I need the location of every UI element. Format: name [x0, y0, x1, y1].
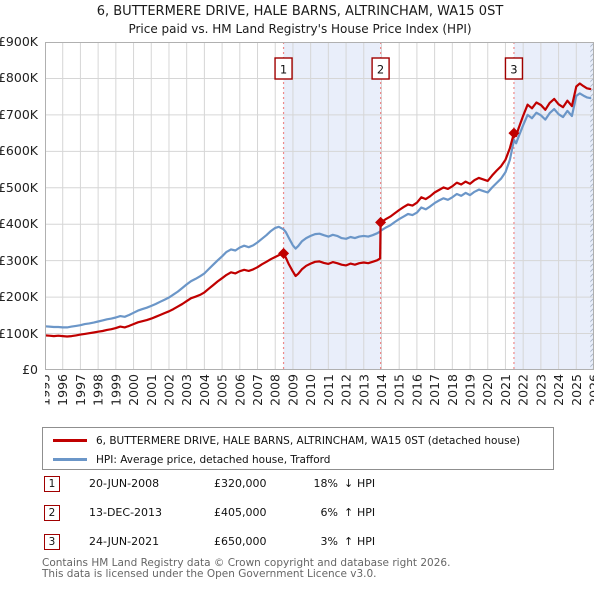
- y-tick-label: £600K: [0, 143, 38, 159]
- y-tick-label: £200K: [0, 289, 38, 305]
- x-tick-label: 2012: [339, 374, 354, 406]
- x-tick-label: 2017: [427, 374, 442, 406]
- transaction-3-date: 24-JUN-2021: [89, 535, 160, 548]
- x-tick-label: 2000: [126, 374, 141, 406]
- x-tick-label: 2024: [551, 374, 566, 406]
- sale-number-label: 3: [510, 63, 517, 77]
- x-tick-label: 2015: [392, 374, 407, 406]
- x-tick-label: 2003: [179, 374, 194, 406]
- transaction-2-percent: 6%: [320, 506, 338, 519]
- transaction-1-marker: 1: [44, 476, 60, 492]
- hpi-line: [43, 92, 592, 329]
- x-tick-label: 2006: [232, 374, 247, 406]
- x-tick-label: 2019: [463, 374, 478, 406]
- sale-point-diamond: [375, 216, 387, 228]
- transaction-3-marker: 3: [44, 534, 60, 550]
- legend-item-property: 6, BUTTERMERE DRIVE, HALE BARNS, ALTRINC…: [53, 431, 553, 450]
- x-tick-label: 2022: [516, 374, 531, 406]
- footer-licence: This data is licensed under the Open Gov…: [42, 568, 377, 580]
- future-hatch-region: [590, 42, 594, 370]
- transaction-row-2: 2 13-DEC-2013 £405,000 6% ↑ HPI: [43, 505, 483, 523]
- transaction-2-date: 13-DEC-2013: [89, 506, 163, 519]
- x-tick-label: 2009: [285, 374, 300, 406]
- arrow-up-icon: ↑: [344, 535, 354, 548]
- x-tick-label: 2001: [144, 374, 159, 406]
- shaded-region: [283, 42, 381, 370]
- sale-point-diamond: [278, 247, 290, 259]
- x-tick-label: 2004: [197, 374, 212, 406]
- x-tick-label: 2023: [533, 374, 548, 406]
- legend-label-hpi: HPI: Average price, detached house, Traf…: [96, 453, 331, 466]
- transaction-2-hpi-ref: HPI: [357, 506, 376, 519]
- x-tick-label: 1999: [108, 374, 123, 406]
- x-tick-label: 1995: [45, 374, 53, 406]
- arrow-up-icon: ↑: [344, 506, 354, 519]
- y-tick-label: £0: [22, 362, 38, 377]
- x-tick-label: 2007: [250, 374, 265, 406]
- sale-number-box: [504, 57, 524, 80]
- x-tick-label: 2021: [498, 374, 513, 406]
- transaction-1-percent: 18%: [313, 477, 338, 490]
- x-tick-label: 2020: [480, 374, 495, 406]
- transaction-row-3: 3 24-JUN-2021 £650,000 3% ↑ HPI: [43, 534, 483, 552]
- x-tick-label: 2011: [321, 374, 336, 406]
- legend-label-property: 6, BUTTERMERE DRIVE, HALE BARNS, ALTRINC…: [96, 434, 521, 447]
- x-tick-label: 2014: [374, 374, 389, 406]
- x-tick-label: 2008: [268, 374, 283, 406]
- transaction-2-marker: 2: [44, 505, 60, 521]
- x-tick-label: 1998: [91, 374, 106, 406]
- x-tick-label: 2002: [162, 374, 177, 406]
- shaded-region: [513, 42, 594, 370]
- property-line-swatch: [53, 439, 87, 442]
- x-tick-label: 2025: [569, 374, 584, 406]
- x-tick-label: 2005: [215, 374, 230, 406]
- sale-number-box: [274, 57, 293, 80]
- chart-subtitle: Price paid vs. HM Land Registry's House …: [128, 22, 472, 36]
- y-tick-label: £300K: [0, 252, 38, 268]
- transaction-row-1: 1 20-JUN-2008 £320,000 18% ↓ HPI: [43, 476, 483, 494]
- y-tick-label: £800K: [0, 70, 38, 86]
- x-tick-label: 2013: [356, 374, 371, 406]
- sale-number-label: 1: [280, 63, 287, 77]
- y-tick-label: £400K: [0, 216, 38, 232]
- chart-title: 6, BUTTERMERE DRIVE, HALE BARNS, ALTRINC…: [96, 4, 504, 19]
- x-tick-label: 2010: [303, 374, 318, 406]
- arrow-down-icon: ↓: [344, 477, 354, 490]
- x-tick-label: 2026: [587, 374, 595, 406]
- sale-number-box: [371, 57, 390, 80]
- hpi-line-swatch: [53, 458, 87, 461]
- x-tick-label: 2016: [409, 374, 424, 406]
- transaction-3-price: £650,000: [214, 535, 267, 548]
- x-axis-labels: 1995 1996 1997 1998 1999 2000 2001 2002 2003 2004…: [45, 374, 595, 406]
- x-tick-label: 1996: [55, 374, 70, 406]
- y-tick-label: £100K: [0, 325, 38, 341]
- x-tick-label: 1997: [73, 374, 88, 406]
- sale-point-diamond: [508, 127, 520, 139]
- plot-border: [45, 42, 594, 370]
- y-tick-label: £900K: [0, 34, 38, 49]
- y-axis-labels: £900K £800K £700K £600K £500K £400K £300K £200K…: [0, 34, 41, 377]
- x-tick-label: 2018: [445, 374, 460, 406]
- sale-number-label: 2: [377, 63, 384, 77]
- legend-box: 6, BUTTERMERE DRIVE, HALE BARNS, ALTRINC…: [42, 427, 554, 470]
- plot-svg: 1 2 3: [43, 41, 595, 371]
- transaction-1-hpi-ref: HPI: [357, 477, 376, 490]
- y-tick-label: £700K: [0, 106, 38, 122]
- transaction-3-percent: 3%: [320, 535, 338, 548]
- transaction-3-hpi-ref: HPI: [357, 535, 376, 548]
- y-tick-label: £500K: [0, 179, 38, 195]
- transaction-1-price: £320,000: [214, 477, 267, 490]
- plot-area: 1 2 3: [43, 41, 595, 371]
- footer-copyright: Contains HM Land Registry data © Crown c…: [42, 557, 451, 569]
- property-price-line: [43, 82, 592, 338]
- transaction-1-date: 20-JUN-2008: [89, 477, 160, 490]
- transaction-2-price: £405,000: [214, 506, 267, 519]
- legend-item-hpi: HPI: Average price, detached house, Traf…: [53, 450, 553, 469]
